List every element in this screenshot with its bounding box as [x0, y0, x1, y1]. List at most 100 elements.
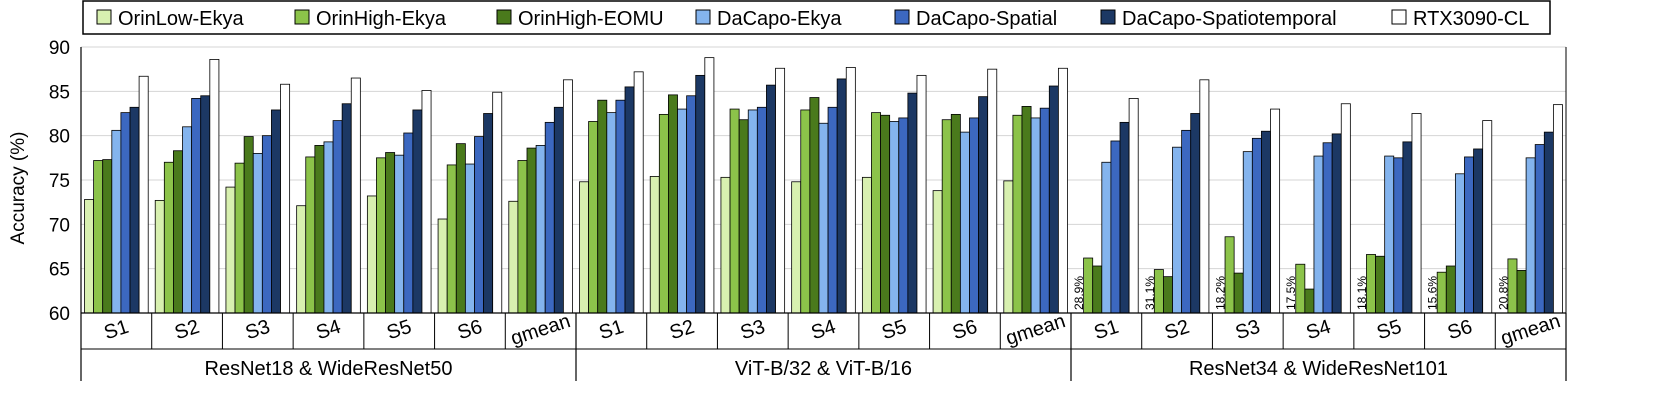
- legend-box: [82, 0, 1551, 35]
- bar: [1181, 129, 1192, 314]
- legend-swatch: [894, 9, 910, 25]
- bar: [163, 161, 174, 314]
- bar: [827, 106, 838, 314]
- y-tick-label: 65: [49, 260, 70, 281]
- category-label: S5: [384, 316, 414, 344]
- bar: [978, 96, 989, 314]
- bar: [1251, 137, 1262, 314]
- legend-label: OrinLow-Ekya: [118, 8, 244, 30]
- bar: [455, 143, 466, 314]
- bar: [1525, 157, 1536, 314]
- bar: [658, 113, 669, 314]
- bar: [987, 68, 998, 314]
- bar: [562, 79, 573, 314]
- bar: [526, 147, 537, 314]
- bar: [1003, 180, 1014, 314]
- bar: [668, 94, 678, 314]
- x-axis: S1 S2 S3 S4 S5 S6 gmean ResNet18 & WideResNet50…: [80, 310, 1567, 381]
- bar: [243, 136, 254, 314]
- bar: [861, 176, 872, 314]
- bar: [1233, 272, 1244, 314]
- bar: [969, 117, 979, 314]
- bar: [102, 159, 113, 314]
- bar: [1436, 271, 1447, 314]
- legend-swatch: [1100, 9, 1116, 25]
- bar: [1322, 142, 1333, 314]
- bar: [932, 190, 943, 314]
- bar: [1464, 156, 1474, 314]
- category-label: gmean: [508, 310, 573, 350]
- bar: [738, 119, 749, 314]
- bar: [959, 131, 970, 314]
- bar: [1270, 108, 1281, 314]
- bar: [376, 157, 386, 314]
- category-label: S2: [172, 316, 202, 344]
- bar: [517, 160, 528, 314]
- bar: [1482, 120, 1493, 314]
- bar: [366, 195, 377, 314]
- legend-swatch: [96, 9, 112, 25]
- bar: [1445, 265, 1456, 314]
- category-label: S4: [808, 316, 838, 344]
- bar: [182, 126, 193, 314]
- bar: [1534, 144, 1545, 314]
- bar: [704, 57, 715, 314]
- bar: [271, 109, 281, 314]
- bar: [111, 129, 122, 314]
- bar: [209, 59, 220, 314]
- bar: [1119, 121, 1130, 314]
- bar: [1507, 258, 1518, 314]
- bar: [437, 218, 448, 314]
- category-label: gmean: [1003, 310, 1068, 350]
- bar: [314, 145, 325, 314]
- off-axis-value-label: 18.2%: [1213, 276, 1227, 310]
- bar: [836, 78, 847, 314]
- legend-label: OrinHigh-Ekya: [316, 8, 447, 30]
- bar: [633, 71, 644, 314]
- category-label: S4: [1303, 316, 1333, 344]
- bar: [332, 120, 343, 314]
- bar: [234, 162, 245, 314]
- bar: [252, 152, 263, 314]
- legend-label: DaCapo-Spatial: [916, 8, 1057, 30]
- bar: [1030, 117, 1041, 314]
- bar: [1101, 161, 1112, 314]
- legend-swatch: [294, 9, 310, 25]
- bar: [809, 97, 820, 314]
- bar: [464, 163, 475, 314]
- bar: [154, 199, 165, 314]
- category-label: S6: [950, 316, 980, 344]
- bar: [323, 141, 334, 314]
- bar: [1340, 103, 1351, 314]
- bar: [474, 136, 484, 314]
- bar: [1092, 265, 1103, 314]
- legend: OrinLow-Ekya OrinHigh-Ekya OrinHigh-EOMU Da…: [82, 0, 1551, 35]
- bar: [1473, 148, 1484, 314]
- y-tick-label: 85: [49, 82, 70, 103]
- bar: [129, 106, 140, 314]
- bar: [535, 145, 546, 314]
- bar: [296, 205, 307, 314]
- category-label: S3: [1233, 316, 1263, 344]
- bar: [1190, 113, 1201, 314]
- category-label: S6: [1445, 316, 1475, 344]
- bar: [394, 154, 405, 314]
- off-axis-value-label: 28.9%: [1072, 276, 1086, 310]
- bar: [649, 176, 660, 314]
- bar: [1454, 173, 1465, 314]
- legend-label: DaCapo-Spatiotemporal: [1122, 8, 1337, 30]
- bar: [1110, 140, 1121, 314]
- bar: [261, 135, 272, 314]
- legend-swatch: [1391, 9, 1407, 25]
- bar: [84, 199, 95, 314]
- bar: [747, 109, 758, 314]
- bar: [1543, 131, 1554, 314]
- bar: [800, 109, 811, 314]
- bar: [483, 113, 494, 314]
- bar: [588, 121, 599, 314]
- off-axis-value-label: 18.1%: [1355, 276, 1369, 310]
- legend-label: OrinHigh-EOMU: [518, 8, 664, 30]
- bar: [225, 186, 236, 314]
- bar: [775, 67, 786, 314]
- bar: [1402, 141, 1413, 314]
